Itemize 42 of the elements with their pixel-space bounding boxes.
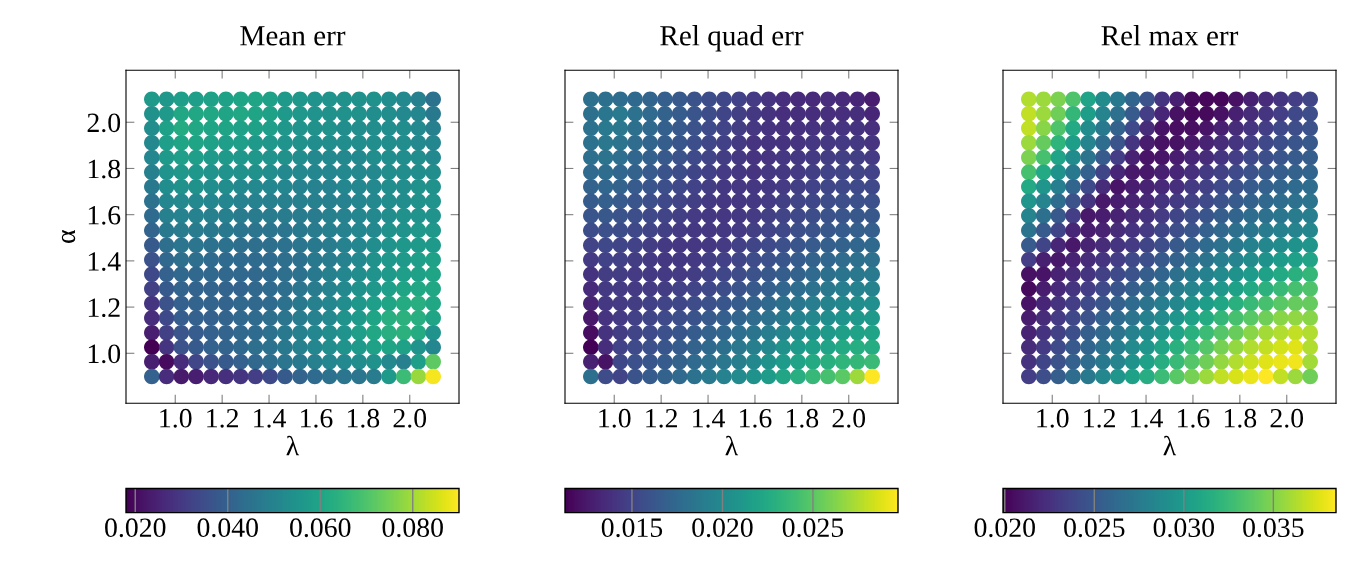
y-axis-title: α	[61, 230, 76, 243]
x-axis-title: λ	[286, 435, 300, 456]
color-bar-label: 0.025	[782, 518, 844, 538]
x-tick-label: 1.0	[160, 408, 192, 428]
y-tick-label: 1.6	[88, 205, 121, 225]
y-tick-label: 1.0	[88, 344, 121, 364]
x-axis-title: λ	[1163, 435, 1177, 456]
x-tick-label: 1.2	[646, 408, 677, 428]
x-tick-label: 1.2	[1084, 408, 1115, 428]
color-bar-label: 0.020	[105, 518, 166, 538]
color-bar-label: 0.060	[290, 518, 351, 538]
color-bar-label: 0.040	[197, 518, 258, 538]
color-bar-label: 0.030	[1153, 518, 1215, 538]
x-tick-label: 1.2	[207, 408, 238, 428]
x-tick-label: 1.8	[1224, 408, 1257, 428]
y-tick-label: 1.2	[88, 298, 120, 318]
color-bar-label: 0.020	[974, 518, 1035, 538]
x-tick-label: 1.6	[1178, 408, 1210, 428]
x-tick-label: 1.6	[301, 408, 333, 428]
color-bar-label: 0.025	[1064, 518, 1125, 538]
y-tick-label: 1.4	[88, 252, 121, 271]
chart-title: Rel max err	[1101, 25, 1239, 46]
x-tick-label: 1.8	[347, 408, 380, 428]
color-bar-label: 0.020	[692, 518, 753, 538]
x-axis-title: λ	[725, 435, 739, 456]
color-bar-label: 0.015	[601, 518, 663, 538]
x-tick-label: 1.4	[254, 409, 286, 428]
y-tick-label: 1.8	[88, 159, 121, 179]
x-tick-label: 2.0	[1270, 408, 1304, 428]
x-tick-label: 1.0	[1037, 408, 1069, 428]
chart-title: Mean err	[240, 26, 346, 46]
y-tick-label: 2.0	[87, 113, 121, 133]
x-tick-label: 1.4	[1131, 409, 1163, 428]
x-tick-label: 1.6	[740, 408, 772, 428]
x-tick-label: 1.4	[693, 409, 725, 428]
x-tick-label: 2.0	[832, 408, 866, 428]
chart-title: Rel quad err	[660, 25, 804, 52]
x-tick-label: 1.0	[599, 408, 631, 428]
color-bar-label: 0.080	[382, 518, 443, 538]
x-tick-label: 2.0	[393, 408, 427, 428]
x-tick-label: 1.8	[786, 408, 819, 428]
color-bar-label: 0.035	[1243, 518, 1304, 538]
